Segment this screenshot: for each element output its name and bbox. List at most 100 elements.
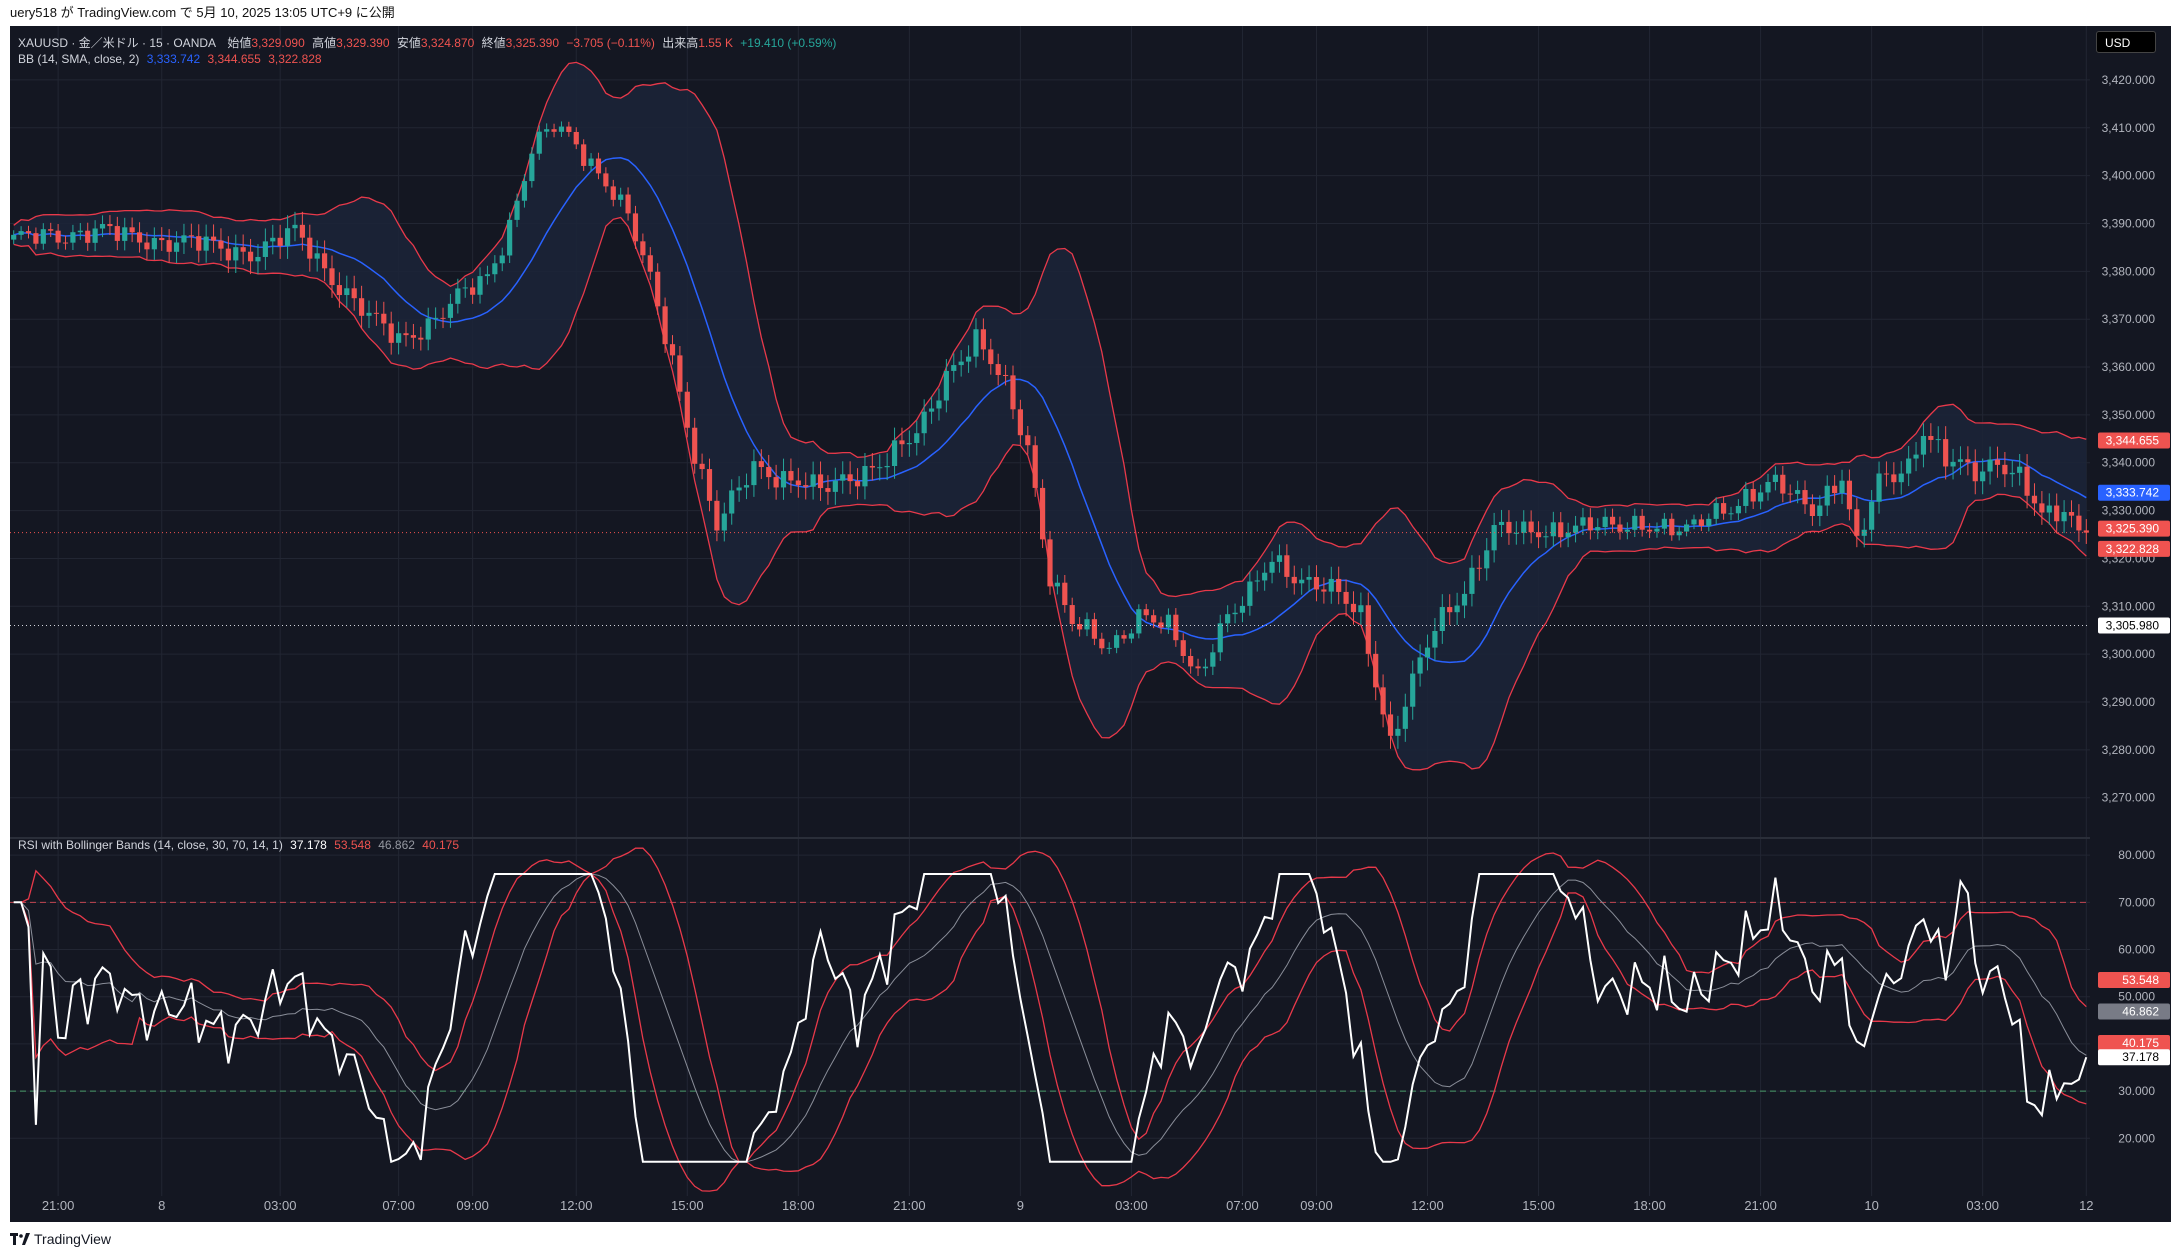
close-value: 3,325.390 (505, 36, 560, 50)
candle-body (55, 230, 61, 243)
tradingview-logo[interactable]: TradingView (10, 1231, 111, 1247)
chart-canvas[interactable]: 3,420.000 3,410.000 3,400.000 3,390.000 3,38… (10, 26, 2171, 1222)
price-tick-label: 3,410.000 (2102, 121, 2156, 135)
candle-body (433, 317, 439, 319)
candle-body (1195, 666, 1201, 669)
candle-body (817, 474, 824, 489)
time-tick-label: 12:00 (1411, 1198, 1444, 1213)
candle-body (2068, 512, 2075, 516)
candle-body (1802, 490, 1808, 505)
candle-body (1758, 492, 1764, 502)
candle-body (136, 232, 143, 243)
price-badge (2098, 432, 2170, 449)
candle-body (1121, 635, 1127, 639)
candle-body (1728, 513, 1734, 515)
candle-body (1239, 605, 1246, 613)
bollinger-upper-line (13, 61, 2087, 598)
candle-body (344, 288, 350, 296)
candle-body (247, 251, 254, 262)
candle-body (62, 242, 69, 244)
candle-body (1817, 505, 1823, 516)
publish-text: uery518 が TradingView.com で 5月 10, 2025 … (10, 5, 395, 20)
bollinger-band-fill (13, 62, 2087, 770)
bollinger-basis-line (13, 157, 2087, 664)
candle-body (1350, 603, 1357, 613)
candle-body (499, 255, 505, 264)
candle-body (1017, 409, 1023, 436)
candle-body (1706, 518, 1712, 526)
rsi-tick-label: 60.000 (2118, 943, 2155, 957)
candle-body (1832, 485, 1838, 494)
candle-body (1632, 515, 1638, 530)
candle-body (218, 240, 224, 249)
bb-basis-value: 3,333.742 (146, 52, 201, 66)
candle-body (1114, 635, 1120, 648)
candle-body (618, 194, 624, 200)
candle-body (1861, 529, 1867, 536)
candle-body (736, 487, 742, 491)
bb-legend-row: BB (14, SMA, close, 2) 3,333.742 3,344.6… (18, 52, 326, 66)
rsi-badge-label: 46.862 (2122, 1005, 2159, 1019)
candle-body (1439, 607, 1445, 631)
candle-body (1743, 488, 1749, 506)
currency-button[interactable]: USD (2096, 31, 2156, 53)
candle-body (1839, 480, 1845, 494)
candle-body (1002, 375, 1009, 377)
candle-body (425, 318, 431, 340)
candle-body (1795, 490, 1801, 494)
close-label: 終値 (481, 36, 506, 50)
candle-body (529, 153, 535, 182)
candle-body (1558, 522, 1564, 538)
candle-body (366, 312, 372, 316)
rsi-badge (2098, 1049, 2170, 1066)
candle-body (151, 237, 157, 250)
candle-body (1535, 532, 1542, 538)
candle-body (884, 465, 890, 468)
time-tick-label: 12:00 (560, 1198, 593, 1213)
candle-body (255, 256, 261, 262)
tradingview-logo-icon (10, 1233, 30, 1245)
candle-body (1987, 459, 1993, 472)
candle-body (277, 237, 283, 246)
candle-body (1099, 638, 1105, 649)
candle-body (418, 337, 424, 340)
chart-area[interactable]: 3,420.000 3,410.000 3,400.000 3,390.000 3,38… (10, 26, 2171, 1222)
candle-body (795, 480, 801, 486)
bb-lower-value: 3,322.828 (268, 52, 322, 66)
rsi-tick-label: 30.000 (2118, 1084, 2155, 1098)
candle-body (233, 247, 239, 261)
candle-body (410, 335, 417, 338)
bb-label: BB (14, SMA, close, 2) (18, 52, 140, 66)
candle-body (647, 255, 653, 272)
candle-body (381, 313, 387, 324)
rsi-bb-upper-line (13, 847, 2087, 1163)
candle-body (70, 232, 76, 243)
candle-body (11, 234, 17, 240)
candle-body (973, 329, 979, 357)
candle-body (1025, 435, 1031, 446)
candle-body (1587, 517, 1593, 531)
rsi-tick-label: 20.000 (2118, 1131, 2155, 1145)
candle-body (48, 229, 54, 231)
candle-body (210, 236, 217, 241)
price-tick-label: 3,360.000 (2102, 360, 2156, 374)
candle-body (92, 228, 98, 243)
candle-body (1291, 576, 1297, 584)
publish-header: uery518 が TradingView.com で 5月 10, 2025 … (0, 0, 2181, 26)
candle-body (1602, 516, 1608, 528)
rsi-lower-value: 40.175 (422, 838, 459, 852)
candle-body (1994, 459, 2001, 465)
candle-body (1869, 501, 1875, 530)
rsi-badge (2098, 971, 2170, 988)
candle-body (1380, 687, 1386, 715)
candle-body (595, 158, 602, 174)
candle-body (1543, 536, 1549, 538)
time-tick-label: 9 (1017, 1198, 1024, 1213)
candle-body (351, 288, 357, 299)
candle-body (906, 442, 912, 445)
candle-body (980, 329, 986, 350)
candle-body (640, 241, 646, 256)
candle-body (1284, 555, 1290, 577)
candle-body (99, 224, 106, 229)
candle-body (1225, 614, 1231, 624)
